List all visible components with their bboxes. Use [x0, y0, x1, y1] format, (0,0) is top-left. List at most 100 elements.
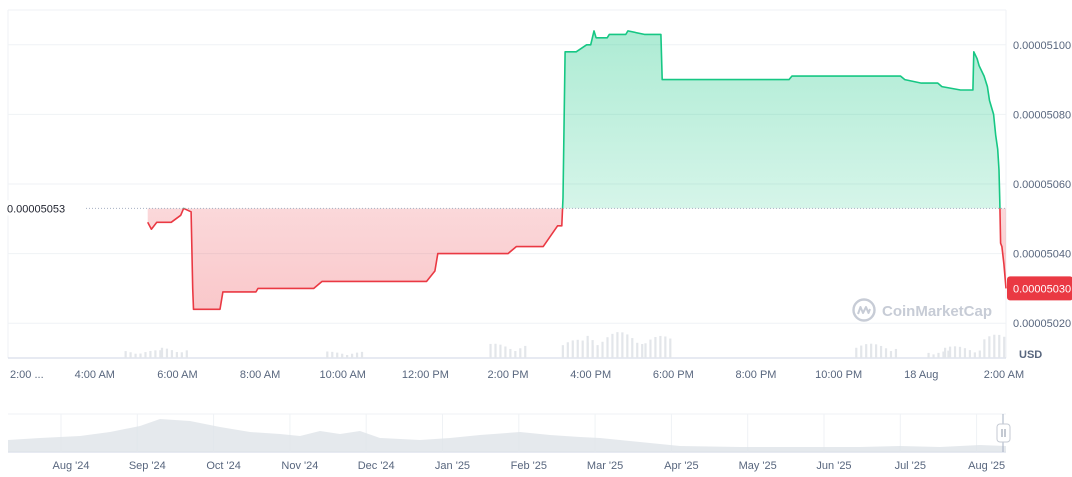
volume-bar — [571, 340, 574, 358]
volume-bar — [937, 352, 940, 358]
volume-bar — [621, 332, 624, 358]
volume-bar — [644, 343, 647, 358]
volume-bar — [944, 347, 947, 358]
volume-bar — [596, 345, 599, 358]
volume-bar — [139, 353, 142, 358]
volume-bar — [948, 346, 952, 358]
volume-bar — [669, 338, 672, 358]
volume-bar — [947, 350, 950, 358]
x-tick-label: 2:00 PM — [488, 369, 529, 381]
price-area — [147, 30, 1006, 310]
navigator-tick-label: Nov '24 — [281, 460, 318, 472]
volume-bar — [953, 346, 957, 358]
navigator-tick-label: Feb '25 — [511, 460, 547, 472]
volume-bar — [509, 348, 512, 358]
volume-bar — [350, 353, 354, 358]
volume-bar — [860, 345, 863, 358]
volume-bar — [870, 343, 873, 358]
volume-bar — [494, 343, 497, 358]
navigator-tick-label: May '25 — [739, 460, 777, 472]
navigator-tick-label: Jul '25 — [895, 460, 926, 472]
time-navigator[interactable]: Aug '24 Sep '24 Oct '24 Nov '24 Dec '24 Jan '… — [8, 413, 1011, 472]
price-line-down — [146, 208, 1007, 311]
volume-bar — [160, 347, 164, 358]
volume-bar — [983, 339, 986, 358]
volume-bar — [331, 351, 334, 358]
volume-bar — [855, 347, 858, 358]
volume-bar — [504, 346, 507, 358]
volume-bar — [185, 350, 188, 358]
volume-bar — [581, 340, 584, 358]
coinmarketcap-logo-icon — [852, 298, 876, 322]
volume-bar — [149, 350, 152, 358]
volume-bar — [144, 352, 147, 358]
volume-bar — [659, 335, 662, 358]
volume-bar — [894, 348, 898, 358]
volume-bar — [355, 352, 359, 358]
volume-bar — [927, 352, 930, 358]
volume-bar — [341, 353, 344, 358]
navigator-area — [8, 419, 1006, 452]
navigator-handle[interactable] — [996, 423, 1011, 443]
volume-bar — [963, 348, 967, 358]
volume-bar — [336, 352, 339, 358]
volume-bar — [884, 348, 888, 358]
x-tick-label: 10:00 AM — [319, 369, 365, 381]
volume-bar — [993, 334, 996, 358]
volume-bar — [874, 344, 878, 358]
navigator-tick-label: Jan '25 — [435, 460, 470, 472]
y-axis: 0.00005020 0.00005040 0.00005060 0.00005080… — [1013, 40, 1071, 361]
volume-bar — [616, 332, 619, 358]
y-tick-label: 0.00005080 — [1013, 109, 1071, 121]
x-axis: 2:00 ... 4:00 AM 6:00 AM 8:00 AM 10:00 AM 12:… — [10, 369, 1024, 381]
volume-bar — [611, 333, 614, 358]
volume-bar — [566, 342, 569, 358]
volume-bar — [170, 350, 174, 358]
navigator-tick-label: Jun '25 — [816, 460, 851, 472]
reference-price-label: 0.00005053 — [7, 203, 65, 215]
watermark: CoinMarketCap — [852, 298, 992, 322]
volume-bar — [514, 351, 517, 358]
y-tick-label: 0.00005040 — [1013, 249, 1071, 261]
volume-bar — [124, 351, 127, 358]
volume-bar — [154, 350, 157, 358]
x-tick-label: 6:00 AM — [157, 369, 197, 381]
volume-bars — [124, 332, 1006, 358]
watermark-text: CoinMarketCap — [882, 303, 992, 320]
y-tick-label: 0.00005020 — [1013, 318, 1071, 330]
volume-bar — [626, 334, 629, 358]
y-tick-label: 0.00005060 — [1013, 179, 1071, 191]
volume-bar — [524, 345, 527, 358]
volume-bar — [606, 337, 609, 358]
navigator-tick-label: Oct '24 — [206, 460, 241, 472]
x-tick-label: 2:00 AM — [984, 369, 1024, 381]
volume-bar — [346, 354, 349, 358]
volume-bar — [978, 350, 981, 358]
navigator-tick-label: Mar '25 — [587, 460, 623, 472]
volume-bar — [958, 346, 962, 358]
volume-bar — [519, 348, 522, 358]
volume-bar — [988, 336, 991, 358]
volume-bar — [932, 354, 935, 358]
volume-bar — [134, 353, 137, 358]
volume-bar — [664, 336, 667, 358]
volume-bar — [159, 350, 162, 358]
volume-bar — [879, 345, 883, 358]
reference-label-bg — [6, 200, 84, 216]
volume-bar — [641, 344, 644, 358]
price-area-up — [147, 30, 1006, 209]
current-price-badge — [1007, 276, 1072, 301]
y-tick-label: 0.00005100 — [1013, 40, 1071, 52]
volume-bar — [601, 341, 604, 358]
volume-bar — [968, 350, 972, 358]
navigator-tick-label: Apr '25 — [664, 460, 699, 472]
volume-bar — [326, 351, 329, 358]
x-tick-label: 12:00 PM — [402, 369, 449, 381]
volume-bar — [889, 351, 893, 358]
price-line — [146, 30, 1007, 311]
volume-bar — [561, 345, 564, 358]
x-tick-label: 10:00 PM — [815, 369, 862, 381]
price-line-up — [182, 30, 1001, 209]
current-price-label: 0.00005030 — [1013, 283, 1071, 295]
